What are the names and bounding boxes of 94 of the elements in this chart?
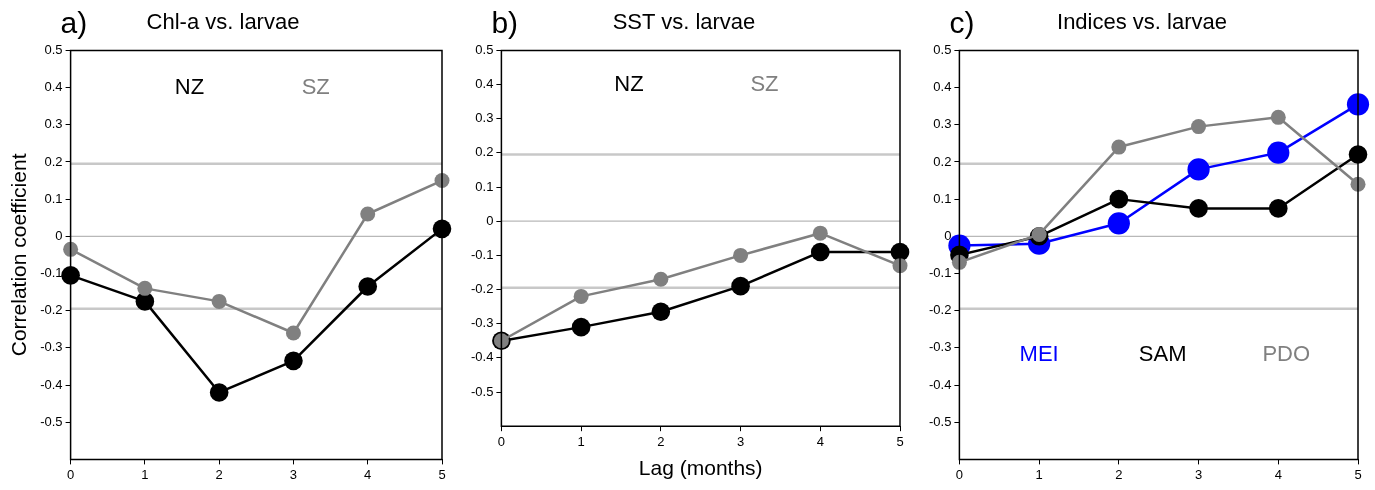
point: [1111, 139, 1127, 155]
point: [733, 247, 749, 263]
y-tick-label: 0.4: [933, 79, 952, 95]
point: [1187, 158, 1210, 181]
chart-title: Indices vs. larvae: [1057, 9, 1227, 35]
y-tick-label: 0.2: [933, 153, 952, 169]
text: c): [949, 6, 975, 39]
point: [571, 317, 591, 337]
point: [731, 276, 750, 296]
point: [1270, 109, 1286, 125]
point: [211, 293, 227, 309]
y-tick-label: 0.3: [933, 116, 952, 132]
point: [951, 254, 967, 270]
point: [1107, 212, 1130, 235]
y-tick-label: -0.3: [40, 339, 63, 355]
point: [209, 383, 229, 402]
x-tick-label: 1: [1035, 466, 1043, 482]
text: PDO: [1262, 341, 1311, 367]
y-tick-label: 0.4: [475, 76, 494, 92]
point: [358, 277, 378, 296]
y-tick-label: -0.2: [470, 281, 494, 297]
y-tick-label: 0.1: [475, 178, 494, 194]
point: [137, 280, 153, 296]
y-tick-label: -0.2: [928, 302, 952, 318]
x-tick-label: 1: [141, 466, 149, 482]
point: [61, 266, 80, 285]
point: [1189, 199, 1208, 218]
x-tick-label: 2: [215, 466, 223, 482]
point: [1267, 141, 1290, 164]
x-tick-label: 0: [955, 466, 964, 482]
y-tick-label: -0.5: [40, 413, 63, 429]
point: [573, 288, 589, 304]
text: SAM: [1138, 341, 1187, 367]
y-tick-label: 0.4: [44, 79, 63, 95]
y-tick-label: 0.1: [44, 190, 63, 206]
y-tick-label: 0.5: [475, 41, 494, 57]
y-tick-label: -0.4: [928, 376, 952, 392]
text: b): [491, 6, 519, 39]
x-tick-label: 3: [736, 433, 745, 449]
y-tick-label: -0.1: [40, 265, 63, 281]
text: NZ: [174, 73, 205, 99]
x-tick-label: 5: [438, 466, 446, 482]
y-tick-label: -0.1: [470, 246, 494, 262]
x-tick-label: 0: [66, 466, 75, 482]
text: a): [60, 6, 88, 39]
x-tick-label: 0: [497, 433, 506, 449]
y-tick-label: -0.2: [40, 302, 63, 318]
point: [285, 325, 301, 341]
y-tick-label: 0.3: [44, 116, 63, 132]
point: [360, 206, 376, 222]
y-tick-label: -0.4: [470, 349, 494, 365]
y-tick-label: 0.3: [475, 110, 494, 126]
y-tick-label: 0: [486, 212, 494, 228]
x-axis-title: Lag (months): [638, 456, 763, 480]
y-tick-label: -0.3: [928, 339, 952, 355]
x-tick-label: 4: [364, 466, 372, 482]
x-tick-label: 1: [577, 433, 585, 449]
y-axis-title: Correlation coefficient: [7, 153, 31, 357]
x-tick-label: 2: [657, 433, 665, 449]
x-tick-label: 5: [1354, 466, 1362, 482]
text: NZ: [614, 70, 644, 96]
y-tick-label: 0: [944, 227, 952, 243]
y-tick-label: 0.2: [475, 144, 494, 160]
x-tick-label: 3: [1194, 466, 1203, 482]
text: SZ: [750, 70, 779, 96]
point: [810, 242, 830, 262]
y-tick-label: -0.5: [470, 383, 494, 399]
point: [1191, 119, 1207, 135]
point: [284, 351, 303, 371]
point: [812, 225, 828, 241]
y-tick-label: -0.3: [470, 315, 494, 331]
point: [651, 302, 671, 322]
x-tick-label: 5: [896, 433, 904, 449]
y-tick-label: -0.1: [928, 265, 952, 281]
chart-title: Chl-a vs. larvae: [146, 9, 300, 35]
y-tick-label: 0.1: [933, 190, 952, 206]
y-tick-label: 0.5: [44, 41, 63, 57]
y-tick-label: 0.5: [933, 41, 952, 57]
text: SZ: [301, 73, 330, 99]
point: [1031, 226, 1047, 242]
chart-title: SST vs. larvae: [612, 9, 756, 35]
point: [63, 241, 79, 257]
x-tick-label: 4: [1274, 466, 1282, 482]
point: [653, 271, 669, 287]
y-tick-label: -0.5: [928, 413, 952, 429]
x-tick-label: 2: [1115, 466, 1123, 482]
y-tick-label: -0.4: [40, 376, 63, 392]
x-tick-label: 3: [289, 466, 298, 482]
point: [1268, 199, 1288, 218]
y-tick-label: 0: [55, 227, 63, 243]
point: [1109, 189, 1129, 209]
y-tick-label: 0.2: [44, 153, 63, 169]
x-tick-label: 4: [816, 433, 824, 449]
text: MEI: [1019, 341, 1059, 367]
